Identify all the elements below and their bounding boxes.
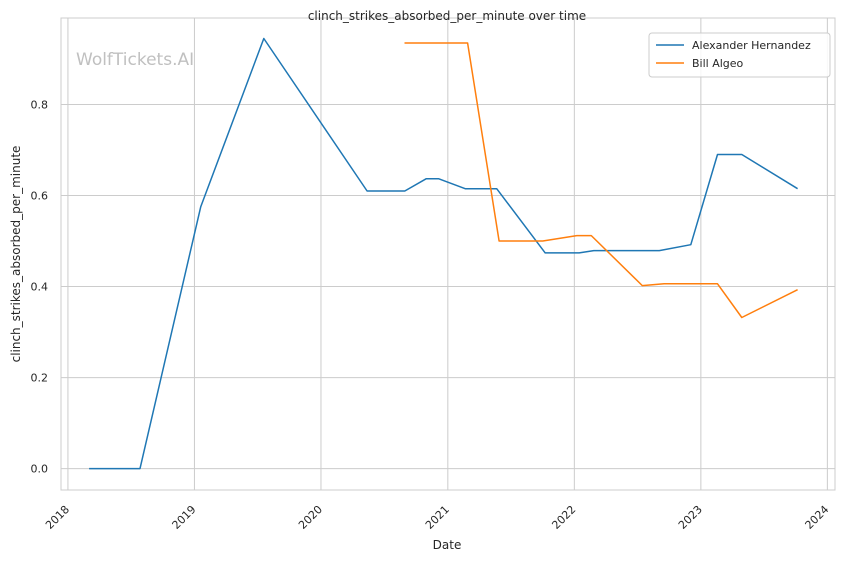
y-tick-label: 0.6 (31, 190, 49, 203)
y-axis-title: clinch_strikes_absorbed_per_minute (9, 146, 23, 363)
y-tick-label: 0.8 (31, 98, 49, 111)
data-point (463, 187, 467, 191)
data-point (543, 251, 547, 255)
watermark: WolfTickets.AI (76, 50, 194, 70)
y-tick-label: 0.0 (31, 463, 49, 476)
data-point (138, 467, 142, 471)
data-point (497, 239, 501, 243)
y-tick-label: 0.2 (31, 372, 49, 385)
data-point (541, 239, 545, 243)
data-point (589, 234, 593, 238)
data-point (436, 177, 440, 181)
data-point (87, 467, 91, 471)
data-point (662, 282, 666, 286)
data-point (365, 189, 369, 193)
data-point (640, 284, 644, 288)
x-axis-title: Date (433, 538, 462, 552)
legend: Alexander Hernandez Bill Algeo (648, 32, 831, 78)
y-tick-label: 0.4 (31, 281, 49, 294)
y-tick-labels: 0.0 0.2 0.4 0.6 0.8 (31, 98, 49, 475)
grid-lines (61, 18, 835, 490)
data-point (262, 36, 266, 40)
data-point (577, 251, 581, 255)
data-point (689, 243, 693, 247)
data-point (403, 189, 407, 193)
data-point (495, 187, 499, 191)
data-point (466, 41, 470, 45)
data-point (715, 282, 719, 286)
legend-box (648, 32, 831, 78)
data-point (575, 234, 579, 238)
data-point (402, 41, 406, 45)
chart-title: clinch_strikes_absorbed_per_minute over … (308, 9, 586, 23)
series-line (404, 42, 798, 319)
data-point (592, 249, 596, 253)
data-point (796, 187, 800, 191)
data-point (715, 153, 719, 157)
plot-area-frame (60, 17, 836, 491)
series-layer (87, 36, 800, 471)
data-point (424, 177, 428, 181)
series-line (89, 37, 798, 470)
legend-label: Alexander Hernandez (692, 39, 811, 52)
legend-label: Bill Algeo (692, 57, 744, 70)
data-point (199, 205, 203, 209)
data-point (657, 249, 661, 253)
data-point (740, 153, 744, 157)
data-point (796, 288, 800, 292)
data-point (740, 315, 744, 319)
